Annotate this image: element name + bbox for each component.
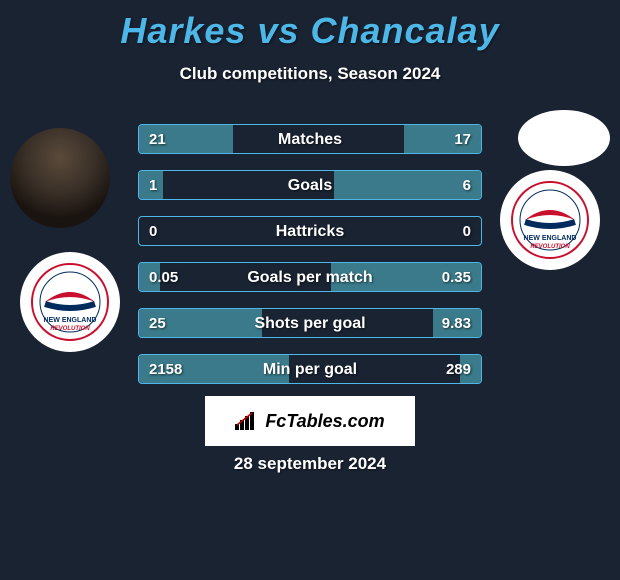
stat-label: Min per goal [139, 355, 481, 384]
stat-value-right: 289 [446, 355, 471, 384]
stat-row: 2158Min per goal289 [138, 354, 482, 384]
stat-label: Shots per goal [139, 309, 481, 338]
stat-row: 1Goals6 [138, 170, 482, 200]
stats-container: 21Matches17 1Goals6 0Hattricks0 0.05Goals p… [138, 124, 482, 400]
revolution-logo-icon: NEW ENGLAND REVOLUTION [510, 180, 590, 260]
player-left-avatar [10, 128, 110, 228]
stat-label: Goals per match [139, 263, 481, 292]
brand-box: FcTables.com [205, 396, 415, 446]
club-badge-right: NEW ENGLAND REVOLUTION [500, 170, 600, 270]
stat-row: 0Hattricks0 [138, 216, 482, 246]
brand-text: FcTables.com [265, 411, 384, 432]
stat-label: Hattricks [139, 217, 481, 246]
stat-value-right: 0.35 [442, 263, 471, 292]
stat-value-right: 0 [463, 217, 471, 246]
svg-text:REVOLUTION: REVOLUTION [50, 326, 90, 332]
subtitle: Club competitions, Season 2024 [0, 64, 620, 84]
date-line: 28 september 2024 [0, 454, 620, 474]
stat-label: Matches [139, 125, 481, 154]
stat-label: Goals [139, 171, 481, 200]
svg-text:NEW ENGLAND: NEW ENGLAND [524, 235, 577, 242]
player-right-avatar [518, 110, 610, 166]
fctables-logo-icon [235, 412, 259, 430]
page-title: Harkes vs Chancalay [0, 0, 620, 52]
stat-value-right: 9.83 [442, 309, 471, 338]
svg-text:REVOLUTION: REVOLUTION [530, 244, 570, 250]
stat-row: 0.05Goals per match0.35 [138, 262, 482, 292]
club-badge-left: NEW ENGLAND REVOLUTION [20, 252, 120, 352]
svg-text:NEW ENGLAND: NEW ENGLAND [44, 317, 97, 324]
revolution-logo-icon: NEW ENGLAND REVOLUTION [30, 262, 110, 342]
stat-value-right: 17 [454, 125, 471, 154]
stat-value-right: 6 [463, 171, 471, 200]
stat-row: 21Matches17 [138, 124, 482, 154]
stat-row: 25Shots per goal9.83 [138, 308, 482, 338]
